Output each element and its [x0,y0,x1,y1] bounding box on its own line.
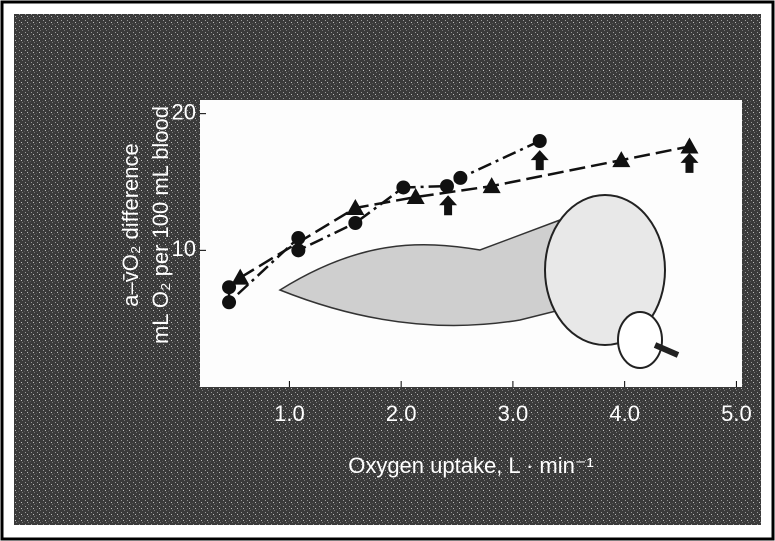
triangle-marker [346,198,365,215]
arrow-marker [530,150,549,171]
muscle-illustration [278,194,680,369]
circle-marker [348,216,363,230]
circle-marker [222,295,237,310]
circle-marker [532,134,547,148]
y-axis-label: a–v̄O₂ difference [118,143,143,306]
x-tick-label: 5.0 [721,401,752,426]
triangle-marker [482,177,501,194]
circle-marker [453,170,468,185]
x-tick-label: 1.0 [274,401,305,426]
x-tick-label: 4.0 [609,401,640,426]
triangle-marker [406,188,425,205]
arrow-marker [439,195,458,216]
x-tick-label: 3.0 [498,401,529,426]
x-tick-label: 2.0 [386,401,417,426]
y-tick-label: 10 [172,236,196,261]
x-axis-label: Oxygen uptake, L · min⁻¹ [348,453,594,478]
triangle-marker [231,268,250,285]
circle-marker [439,179,454,194]
triangle-marker [680,137,699,154]
circle-marker [291,243,306,258]
series-line [239,145,690,279]
triangle-marker [612,151,631,168]
y-tick-label: 20 [172,99,196,124]
arrow-marker [680,152,699,173]
circle-marker [396,180,411,195]
y-axis-label: mL O₂ per 100 mL blood [148,106,173,344]
